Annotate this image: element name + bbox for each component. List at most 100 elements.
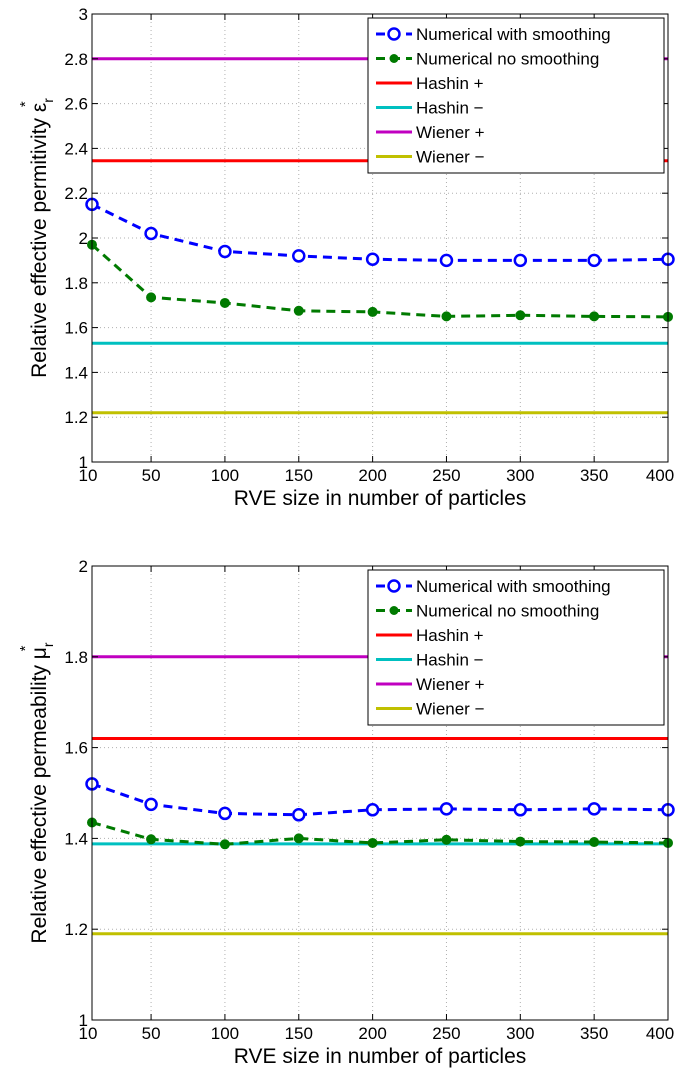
x-tick-label: 200	[358, 466, 386, 485]
data-point	[292, 249, 306, 263]
y-axis-subscript: r	[40, 642, 56, 647]
chart-permeability: 10 50 100 150 200 250 300 350 400 1 1.2 1.4 1.6 1.8 2 R…	[0, 542, 687, 1084]
data-point	[589, 311, 600, 322]
data-point	[367, 837, 378, 848]
y-tick-label: 1.6	[64, 739, 88, 758]
data-point	[587, 253, 601, 268]
x-tick-label: 350	[580, 466, 608, 485]
y-axis-label: Relative effective permeability μr *	[17, 642, 56, 944]
y-axis-superscript: *	[17, 101, 34, 107]
x-tick-label: 50	[142, 466, 161, 485]
data-point	[365, 252, 380, 267]
y-tick-label: 1.8	[64, 274, 88, 293]
data-point	[365, 803, 380, 817]
chart-permittivity: 10 50 100 150 200 250 300 350 400 1 1.2 1.4 1.6 1.8 2 2…	[17, 5, 675, 510]
x-tick-label: 400	[646, 1024, 674, 1043]
data-point	[146, 292, 157, 303]
data-point	[219, 839, 230, 850]
y-axis-symbol: ε	[28, 103, 51, 112]
data-point	[218, 806, 232, 821]
legend-item: Wiener +	[376, 123, 485, 142]
series-line-0	[91, 782, 669, 817]
y-axis-label-text: Relative effective permitivity	[28, 112, 51, 378]
legend-item: Hashin −	[376, 99, 484, 118]
legend-item: Numerical no smoothing	[376, 602, 599, 621]
legend-marker	[389, 606, 399, 615]
y-tick-label: 1	[79, 1011, 88, 1030]
data-point	[293, 833, 304, 844]
y-axis-label: Relative effective permitivity εr *	[17, 98, 56, 378]
data-point	[513, 803, 528, 817]
y-tick-label: 1.4	[64, 363, 88, 382]
x-tick-label: 10	[79, 466, 98, 485]
y-tick-label: 2.4	[64, 139, 88, 158]
legend-label: Hashin +	[416, 74, 484, 93]
legend: Numerical with smoothing Numerical no smo…	[367, 569, 665, 726]
ticks: 10 50 100 150 200 250 300 350 400 1 1.2 1.4 1.6 1.8 2 2…	[64, 5, 674, 485]
y-tick-label: 1.2	[64, 920, 88, 939]
legend-marker	[387, 27, 401, 41]
data-point	[439, 253, 454, 268]
y-tick-label: 1.8	[64, 648, 88, 667]
y-axis-subscript: r	[40, 98, 56, 103]
data-point	[515, 836, 526, 847]
series-line-1	[91, 821, 669, 846]
data-point	[439, 802, 454, 816]
x-tick-label: 250	[432, 466, 460, 485]
x-tick-label: 350	[580, 1024, 608, 1043]
x-tick-label: 150	[285, 466, 313, 485]
y-axis-symbol: μ	[28, 647, 51, 659]
data-point	[367, 306, 378, 317]
legend-marker	[389, 54, 399, 63]
legend-item: Numerical with smoothing	[376, 25, 611, 44]
y-tick-label: 1.2	[64, 408, 88, 427]
legend-label: Hashin −	[416, 99, 484, 118]
data-point	[218, 244, 232, 259]
legend-label: Numerical no smoothing	[416, 602, 599, 621]
data-point	[587, 802, 601, 816]
legend-item: Numerical no smoothing	[376, 50, 599, 69]
legend-label: Wiener −	[416, 148, 485, 167]
data-point	[441, 311, 452, 322]
chart-permittivity-svg: 10 50 100 150 200 250 300 350 400 1 1.2 1.4 1.6 1.8 2 2…	[17, 5, 675, 510]
chart-permeability-svg: 10 50 100 150 200 250 300 350 400 1 1.2 1.4 1.6 1.8 2 R…	[17, 557, 675, 1068]
x-axis-label: RVE size in number of particles	[234, 487, 527, 510]
legend-item: Wiener +	[376, 675, 485, 694]
x-axis-label: RVE size in number of particles	[234, 1045, 527, 1068]
legend-label: Hashin −	[416, 651, 484, 670]
x-tick-label: 10	[79, 1024, 98, 1043]
data-point	[219, 297, 230, 308]
legend-marker	[387, 579, 401, 593]
ticks: 10 50 100 150 200 250 300 350 400 1 1.2 1.4 1.6 1.8 2	[64, 557, 674, 1043]
legend-item: Hashin −	[376, 651, 484, 670]
x-tick-label: 100	[211, 466, 239, 485]
legend-label: Wiener −	[416, 700, 485, 719]
x-tick-label: 300	[506, 466, 534, 485]
data-point	[146, 834, 157, 845]
y-tick-label: 1	[79, 453, 88, 472]
legend-label: Numerical no smoothing	[416, 50, 599, 69]
data-point	[292, 808, 306, 822]
legend-label: Numerical with smoothing	[416, 577, 611, 596]
x-tick-label: 300	[506, 1024, 534, 1043]
y-tick-label: 2.8	[64, 50, 88, 69]
y-tick-label: 1.6	[64, 319, 88, 338]
legend-item: Hashin +	[376, 74, 484, 93]
legend-item: Hashin +	[376, 626, 484, 645]
data-point	[293, 305, 304, 316]
data-point	[515, 310, 526, 321]
x-tick-label: 200	[358, 1024, 386, 1043]
data-point	[513, 253, 528, 268]
x-tick-label: 400	[646, 466, 674, 485]
data-point	[144, 226, 158, 241]
legend: Numerical with smoothing Numerical no smo…	[367, 17, 665, 174]
y-tick-label: 2	[79, 229, 88, 248]
y-axis-superscript: *	[17, 645, 34, 651]
data-point	[144, 797, 158, 812]
data-point	[589, 837, 600, 848]
legend-label: Wiener +	[416, 123, 485, 142]
x-tick-label: 250	[432, 1024, 460, 1043]
legend-label: Hashin +	[416, 626, 484, 645]
y-tick-label: 2.2	[64, 184, 88, 203]
data-point	[441, 834, 452, 845]
